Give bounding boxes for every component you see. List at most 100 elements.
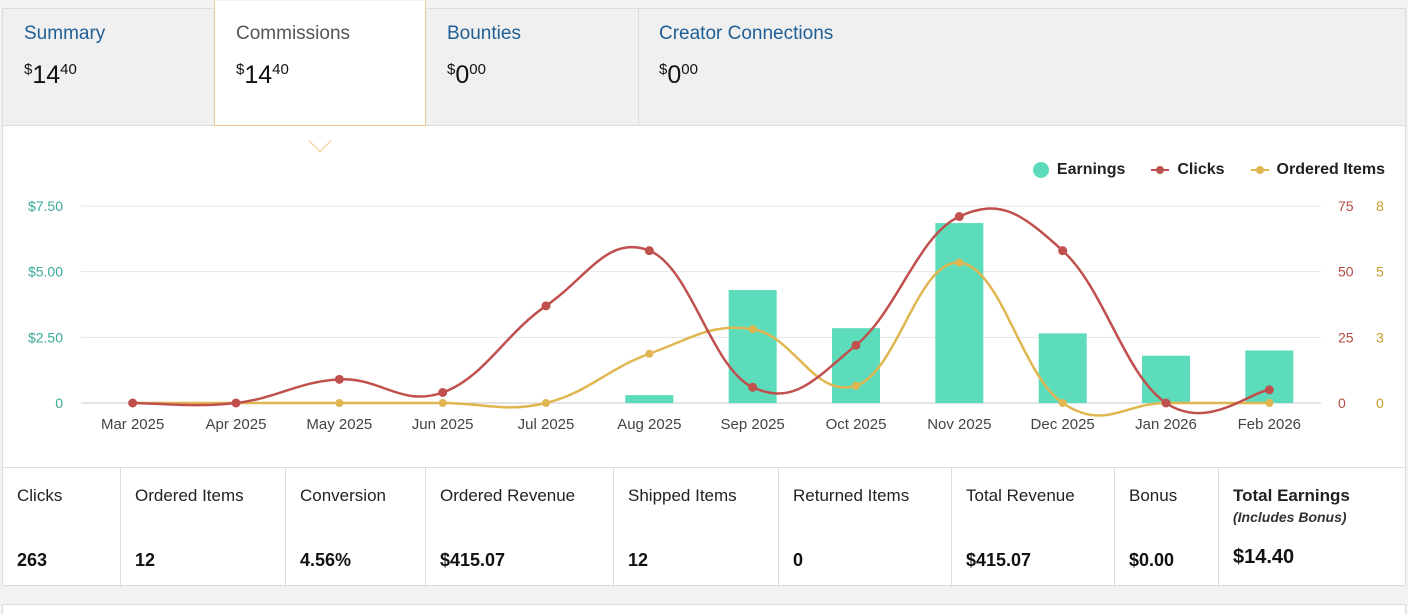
ordered-items-point bbox=[645, 349, 654, 358]
earnings-bar bbox=[832, 328, 880, 403]
tab-commissions-amount: $1440 bbox=[236, 61, 289, 89]
tab-divider bbox=[638, 9, 639, 126]
earnings-report-panel: Summary $1440 Commissions $1440 Bounties… bbox=[2, 1, 1406, 587]
y-right-clicks-tick-label: 50 bbox=[1338, 264, 1354, 280]
stat-conversion: Conversion 4.56% bbox=[286, 468, 426, 587]
earnings-bar bbox=[1142, 355, 1190, 403]
clicks-point bbox=[851, 340, 861, 350]
x-tick-label: Jun 2025 bbox=[412, 416, 474, 433]
stat-total-revenue-label: Total Revenue bbox=[966, 486, 1075, 505]
stat-ordered-items: Ordered Items 12 bbox=[121, 468, 286, 587]
tab-summary-amount: $1440 bbox=[24, 61, 77, 89]
stat-total-earnings: Total Earnings (Includes Bonus) $14.40 bbox=[1219, 468, 1405, 587]
stats-bar: Clicks 263 Ordered Items 12 Conversion 4… bbox=[3, 467, 1405, 587]
tab-bounties-label: Bounties bbox=[447, 23, 521, 44]
tab-bounties[interactable]: Bounties $000 bbox=[426, 9, 638, 126]
y-right-items-tick-label: 5 bbox=[1376, 264, 1384, 280]
ordered-items-point bbox=[852, 381, 860, 390]
x-tick-label: Feb 2026 bbox=[1238, 416, 1301, 433]
x-tick-label: Jul 2025 bbox=[518, 416, 575, 433]
chart-legend: Earnings Clicks Ordered Items bbox=[1032, 161, 1385, 179]
stat-shipped-items-value: 12 bbox=[628, 550, 649, 570]
legend-ordered-items[interactable]: Ordered Items bbox=[1250, 161, 1385, 179]
stat-ordered-revenue: Ordered Revenue $415.07 bbox=[426, 468, 614, 587]
y-right-items-tick-label: 3 bbox=[1376, 329, 1384, 345]
next-panel-edge bbox=[2, 604, 1406, 614]
legend-earnings-label: Earnings bbox=[1056, 161, 1126, 178]
stat-total-earnings-label: Total Earnings bbox=[1233, 486, 1350, 505]
clicks-point bbox=[541, 301, 551, 311]
ordered-items-point bbox=[542, 399, 550, 407]
stat-conversion-value: 4.56% bbox=[300, 550, 352, 570]
y-right-clicks-tick-label: 0 bbox=[1338, 395, 1346, 411]
chart-plot: 0 0 0 $2.50 25 3 $5.00 50 5 $7.50 75 8 Mar 2025 Apr 2… bbox=[28, 198, 1384, 433]
tab-summary[interactable]: Summary $1440 bbox=[3, 9, 215, 126]
tab-bounties-amount: $000 bbox=[447, 61, 486, 89]
stat-bonus: Bonus $0.00 bbox=[1115, 468, 1219, 587]
tab-commissions[interactable]: Commissions $1440 bbox=[214, 1, 426, 126]
clicks-point bbox=[334, 374, 344, 384]
stat-total-revenue: Total Revenue $415.07 bbox=[952, 468, 1115, 587]
earnings-swatch-icon bbox=[1032, 162, 1049, 178]
stat-clicks-value: 263 bbox=[17, 550, 48, 570]
stat-ordered-items-value: 12 bbox=[135, 550, 156, 570]
y-right-clicks-tick-label: 75 bbox=[1338, 198, 1354, 214]
x-tick-label: Mar 2025 bbox=[101, 416, 164, 433]
x-tick-label: Sep 2025 bbox=[721, 416, 785, 433]
clicks-point bbox=[748, 382, 758, 392]
x-tick-label: Apr 2025 bbox=[206, 416, 267, 433]
earnings-chart: Earnings Clicks Ordered Items 0 0 0 $2.50 25… bbox=[3, 127, 1405, 467]
y-left-tick-label: 0 bbox=[55, 395, 63, 411]
x-tick-label: May 2025 bbox=[306, 416, 372, 433]
legend-clicks[interactable]: Clicks bbox=[1151, 161, 1225, 179]
ordered-items-point bbox=[335, 399, 344, 407]
stat-returned-items: Returned Items 0 bbox=[779, 468, 952, 587]
y-right-items-tick-label: 0 bbox=[1376, 395, 1384, 411]
y-left-tick-label: $5.00 bbox=[28, 264, 63, 280]
stat-ordered-revenue-label: Ordered Revenue bbox=[440, 486, 576, 505]
earnings-bar bbox=[625, 395, 674, 403]
clicks-point bbox=[231, 398, 241, 408]
tab-summary-label: Summary bbox=[24, 23, 106, 44]
tab-creator-connections-label: Creator Connections bbox=[659, 23, 834, 44]
stat-returned-items-value: 0 bbox=[793, 550, 804, 570]
stat-shipped-items-label: Shipped Items bbox=[628, 486, 737, 505]
ordered-items-point bbox=[955, 258, 964, 267]
stat-bonus-label: Bonus bbox=[1129, 486, 1178, 505]
legend-ordered-items-label: Ordered Items bbox=[1276, 161, 1385, 178]
y-right-clicks-tick-label: 25 bbox=[1338, 329, 1354, 345]
tab-creator-connections[interactable]: Creator Connections $000 bbox=[638, 9, 938, 126]
clicks-swatch-icon bbox=[1151, 166, 1170, 174]
stat-total-revenue-value: $415.07 bbox=[966, 550, 1032, 570]
ordered-items-point bbox=[748, 325, 757, 334]
stat-bonus-value: $0.00 bbox=[1129, 550, 1175, 570]
tab-creator-connections-amount: $000 bbox=[659, 61, 698, 89]
x-tick-label: Dec 2025 bbox=[1031, 416, 1095, 433]
legend-earnings[interactable]: Earnings bbox=[1032, 161, 1126, 179]
stat-clicks-label: Clicks bbox=[17, 486, 63, 505]
stat-total-earnings-value: $14.40 bbox=[1233, 546, 1295, 568]
x-tick-label: Oct 2025 bbox=[826, 416, 887, 433]
clicks-point bbox=[438, 387, 448, 397]
tab-commissions-label: Commissions bbox=[236, 23, 351, 44]
earnings-bar bbox=[1038, 333, 1087, 403]
clicks-point bbox=[1161, 398, 1171, 408]
stat-ordered-items-label: Ordered Items bbox=[135, 486, 244, 505]
y-left-tick-label: $7.50 bbox=[28, 198, 63, 214]
stat-ordered-revenue-value: $415.07 bbox=[440, 550, 506, 570]
clicks-point bbox=[644, 246, 654, 256]
y-left-tick-label: $2.50 bbox=[28, 329, 63, 345]
clicks-point bbox=[1264, 385, 1274, 395]
x-tick-label: Jan 2026 bbox=[1135, 416, 1197, 433]
stat-conversion-label: Conversion bbox=[300, 486, 386, 505]
legend-clicks-label: Clicks bbox=[1177, 161, 1225, 178]
clicks-point bbox=[128, 398, 138, 408]
stat-clicks: Clicks 263 bbox=[3, 468, 121, 587]
clicks-point bbox=[1058, 246, 1068, 256]
report-tabs: Summary $1440 Commissions $1440 Bounties… bbox=[3, 1, 1405, 126]
stat-shipped-items: Shipped Items 12 bbox=[614, 468, 779, 587]
ordered-items-line bbox=[132, 261, 1270, 417]
y-right-items-tick-label: 8 bbox=[1376, 198, 1384, 214]
earnings-bar bbox=[935, 223, 984, 403]
clicks-line bbox=[132, 207, 1270, 415]
